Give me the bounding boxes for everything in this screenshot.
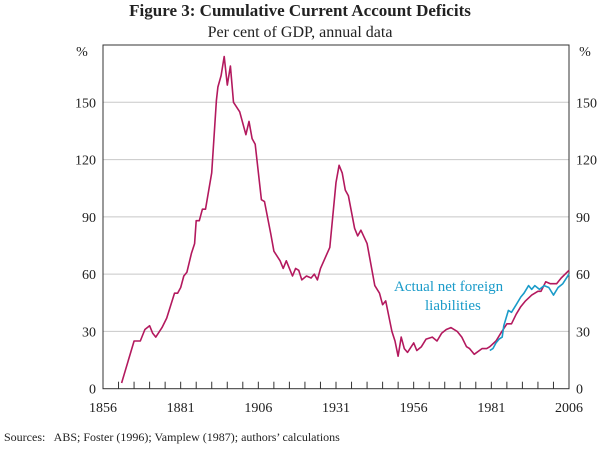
chart-subtitle: Per cent of GDP, annual data bbox=[208, 24, 393, 41]
y-tick-label-left: 60 bbox=[82, 268, 96, 283]
y-tick-label-left: 0 bbox=[89, 383, 96, 398]
series-line-cumulative bbox=[120, 55, 570, 384]
chart-title: Figure 3: Cumulative Current Account Def… bbox=[129, 1, 471, 20]
x-axis: 1856 1881 1906 1931 1956 1981 2006 bbox=[89, 381, 583, 416]
y-unit-right: % bbox=[579, 45, 591, 60]
y-tick-label-left: 120 bbox=[75, 154, 96, 169]
series-lines bbox=[120, 55, 570, 384]
x-tick-label: 1931 bbox=[322, 401, 350, 416]
x-tick-label: 1956 bbox=[400, 401, 428, 416]
y-tick-label-right: 30 bbox=[576, 325, 590, 340]
annotation-actual-line1: Actual net foreign bbox=[394, 279, 504, 295]
y-tick-label-right: 90 bbox=[576, 211, 590, 226]
y-tick-label-right: 150 bbox=[576, 96, 597, 111]
y-tick-label-right: 120 bbox=[576, 154, 597, 169]
y-axis: 0 0 30 30 60 60 90 90 120 120 150 150 bbox=[75, 96, 597, 397]
y-tick-label-left: 90 bbox=[82, 211, 96, 226]
gridlines bbox=[103, 101, 569, 332]
y-tick-label-right: 0 bbox=[576, 383, 583, 398]
series-line-actual bbox=[489, 273, 570, 352]
x-tick-label: 2006 bbox=[555, 401, 583, 416]
x-tick-label: 1906 bbox=[244, 401, 272, 416]
y-tick-label-right: 60 bbox=[576, 268, 590, 283]
sources-note: Sources: ABS; Foster (1996); Vamplew (19… bbox=[4, 430, 340, 444]
x-tick-label: 1981 bbox=[477, 401, 505, 416]
y-tick-label-left: 150 bbox=[75, 96, 96, 111]
x-tick-label: 1881 bbox=[167, 401, 195, 416]
x-tick-label: 1856 bbox=[89, 401, 117, 416]
annotation-actual-line2: liabilities bbox=[425, 298, 481, 314]
y-tick-label-left: 30 bbox=[82, 325, 96, 340]
y-unit-left: % bbox=[76, 45, 88, 60]
